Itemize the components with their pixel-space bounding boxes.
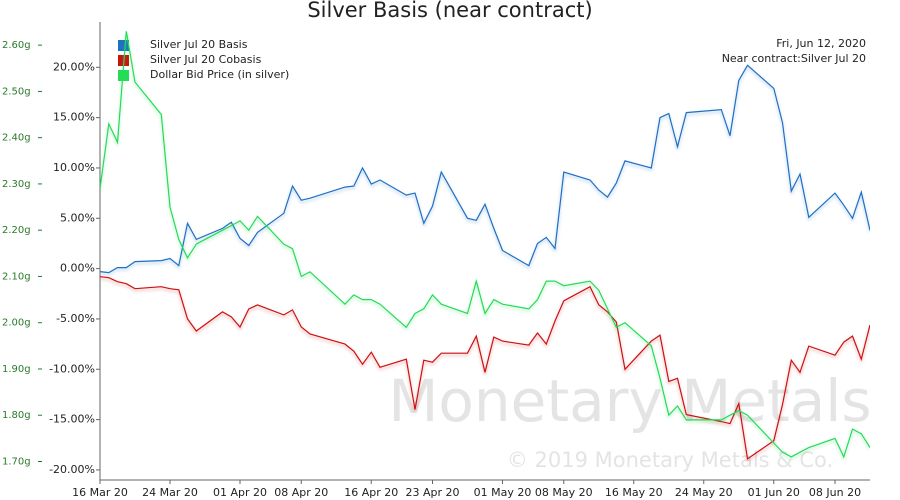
series-line	[100, 64, 870, 274]
y2-tick-label: 2.60g	[2, 40, 31, 51]
x-tick-label: 08 May 20	[535, 486, 593, 499]
y-tick-label: 5.00%	[60, 211, 95, 224]
y2-tick-label: 2.50g	[2, 86, 31, 97]
x-tick-label: 16 Apr 20	[344, 486, 398, 499]
y2-tick-label: 2.30g	[2, 179, 31, 190]
x-tick-label: 16 May 20	[605, 486, 663, 499]
y2-tick-label: 2.40g	[2, 133, 31, 144]
legend-label: Silver Jul 20 Basis	[150, 38, 248, 51]
y2-tick-label: 2.10g	[2, 271, 31, 282]
watermark: © 2019 Monetary Metals & Co.	[507, 448, 833, 472]
y-tick-label: 20.00%	[53, 60, 95, 73]
y-tick-label: 10.00%	[53, 161, 95, 174]
y-tick-label: 15.00%	[53, 111, 95, 124]
x-tick-label: 24 May 20	[675, 486, 733, 499]
y-tick-label: -15.00%	[49, 413, 95, 426]
x-tick-label: 01 Apr 20	[213, 486, 267, 499]
x-tick-label: 16 Mar 20	[72, 486, 128, 499]
x-tick-label: 08 Jun 20	[809, 486, 861, 499]
y-tick-label: -20.00%	[49, 463, 95, 476]
y-tick-label: -5.00%	[56, 312, 95, 325]
annotation: Near contract:Silver Jul 20	[722, 52, 866, 65]
x-tick-label: 01 Jun 20	[748, 486, 800, 499]
y-tick-label: -10.00%	[49, 362, 95, 375]
y2-tick-label: 1.80g	[2, 410, 31, 421]
y2-tick-label: 2.00g	[2, 318, 31, 329]
y2-tick-label: 1.90g	[2, 364, 31, 375]
series-line	[100, 276, 870, 460]
series-line	[100, 31, 870, 459]
watermark: Monetary Metals	[388, 367, 871, 435]
legend-label: Dollar Bid Price (in silver)	[150, 68, 289, 81]
y2-tick-label: 1.70g	[2, 456, 31, 467]
legend-swatch	[118, 70, 129, 81]
x-tick-label: 23 Apr 20	[405, 486, 459, 499]
x-tick-label: 01 May 20	[474, 486, 532, 499]
legend-swatch	[118, 40, 129, 51]
annotation: Fri, Jun 12, 2020	[776, 37, 866, 50]
x-tick-label: 08 Apr 20	[274, 486, 328, 499]
y-tick-label: 0.00%	[60, 262, 95, 275]
legend-label: Silver Jul 20 Cobasis	[150, 53, 262, 66]
y2-tick-label: 2.20g	[2, 225, 31, 236]
x-tick-label: 24 Mar 20	[142, 486, 198, 499]
chart-title: Silver Basis (near contract)	[307, 0, 592, 22]
